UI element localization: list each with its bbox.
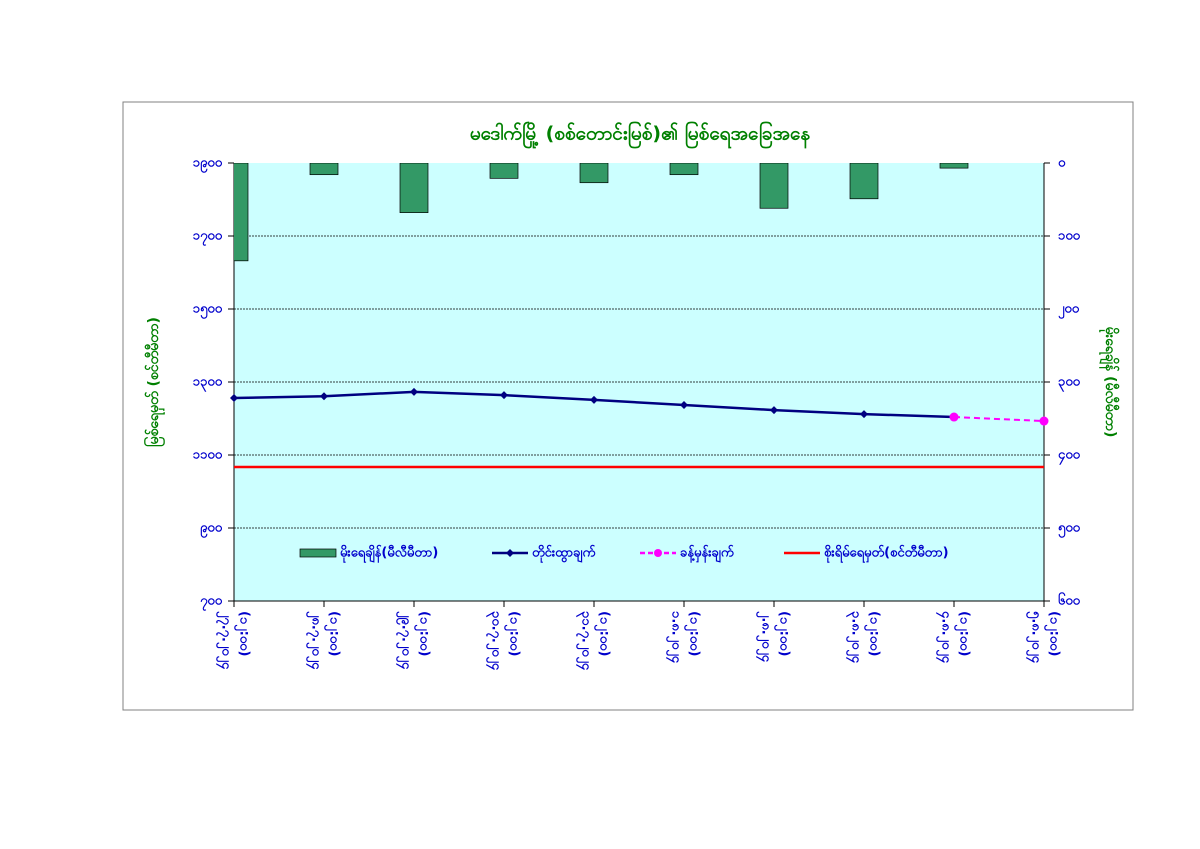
x-tick-label: (၁၂:၀၀): [594, 611, 612, 656]
bar: [849, 163, 879, 200]
y-tick-label: ၁၇၀၀: [193, 229, 223, 247]
bar: [759, 163, 789, 209]
x-tick-label: (၁၂:၀၀): [1044, 611, 1062, 656]
point: [590, 395, 598, 404]
x-tick-label: (၁၂:၀၀): [684, 611, 702, 656]
bar: [309, 163, 339, 176]
point: [230, 394, 238, 403]
point: [680, 400, 688, 409]
y2-axis-title: မိုးရေချိန် (မီလီမီတာ): [1099, 327, 1119, 438]
y-tick-label: ၁၁၀၀: [193, 448, 223, 463]
y-tick-label: ၁၃၀၀: [193, 375, 223, 393]
y2-tick-label: ၂၀၀: [1058, 302, 1080, 320]
point: [1039, 416, 1049, 426]
y2-tick-label: ၄၀၀: [1058, 448, 1081, 466]
legend-label: စိုးရိမ်ရေမှတ်(စင်တီမီတာ): [824, 544, 949, 564]
y2-tick-label: ၆၀၀: [1058, 592, 1081, 609]
x-tick-label: ၂.၈.၂၀၂၄: [756, 611, 774, 663]
y-tick-label: ၁၅၀၀: [193, 302, 223, 320]
y-axis-title: မြစ်ရေမှတ် (စင်တီမီတာ): [144, 317, 165, 447]
x-tick-label: (၁၂:၀၀): [234, 611, 252, 656]
legend-label: တိုင်းထွာချက်: [532, 544, 595, 564]
y2-tick-label: ၀: [1058, 156, 1066, 171]
x-tick-label: ၂၇.၇.၂၀၂၄: [216, 611, 234, 670]
point: [949, 412, 959, 422]
bar: [399, 163, 429, 213]
x-tick-label: (၁၂:၀၀): [954, 611, 972, 656]
y-tick-label: ၁၉၀၀: [193, 156, 223, 174]
y2-tick-label: ၃၀၀: [1058, 375, 1081, 393]
point: [410, 387, 418, 396]
x-tick-label: (၁၂:၀၀): [864, 611, 882, 656]
plot-marks: [234, 163, 969, 262]
x-tick-label: (၁၂:၀၀): [324, 611, 342, 656]
x-tick-label: ၃၁.၇.၂၀၂၄: [576, 611, 594, 671]
line: [953, 416, 1045, 423]
x-tick-label: ၃၀.၇.၂၀၂၄: [486, 611, 504, 671]
point: [860, 410, 868, 419]
legend-marker: [654, 549, 662, 557]
x-tick-label: (၁၂:၀၀): [414, 611, 432, 656]
bar: [939, 163, 969, 169]
bar: [579, 163, 609, 184]
bar: [489, 163, 519, 179]
point: [320, 392, 328, 401]
point: [500, 391, 508, 400]
y2-tick-label: ၅၀၀: [1058, 521, 1081, 539]
x-tick-label: ၃.၈.၂၀၂၄: [846, 611, 864, 664]
y-tick-label: ၉၀၀: [200, 521, 223, 539]
x-tick-label: ၅.၈.၂၀၂၄: [1026, 611, 1044, 664]
legend-label: ခန့်မှန်းချက်: [680, 544, 734, 564]
x-tick-label: ၂၉.၇.၂၀၂၄: [396, 611, 414, 670]
x-tick-label: ၁.၈.၂၀၂၄: [666, 611, 684, 664]
legend-marker: [506, 549, 514, 557]
bar: [669, 163, 699, 176]
x-tick-label: (၁၂:၀၀): [774, 611, 792, 656]
x-tick-label: ၂၈.၇.၂၀၂၄: [306, 611, 324, 670]
point: [770, 406, 778, 415]
legend-swatch: [299, 548, 337, 558]
x-tick-label: (၁၂:၀၀): [504, 611, 522, 656]
x-tick-label: ၄.၈.၂၀၂၄: [936, 611, 954, 664]
bar: [234, 163, 249, 262]
y-tick-label: ၇၀၀: [200, 594, 223, 612]
legend-label: မိုးရေချိန်(မီလီမီတာ): [340, 544, 438, 564]
y2-tick-label: ၁၀၀: [1058, 229, 1081, 244]
